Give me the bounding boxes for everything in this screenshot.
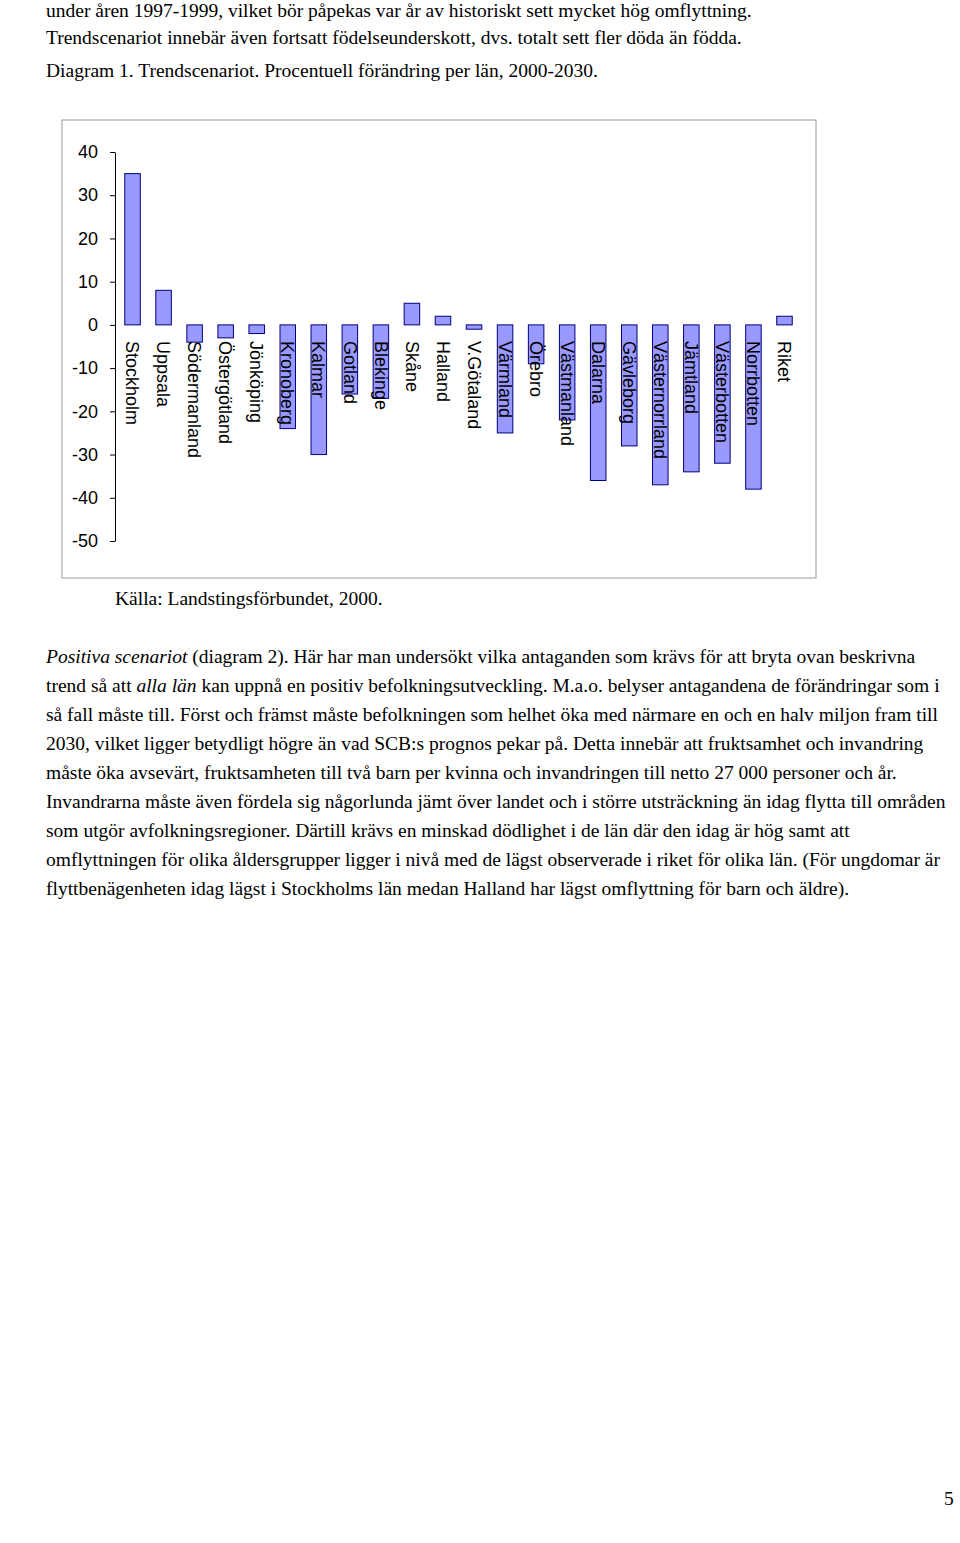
page-number: 5 (944, 1488, 954, 1510)
y-tick: 10 (78, 272, 115, 292)
y-tick: 0 (88, 315, 115, 335)
y-tick: 20 (78, 229, 115, 249)
x-tick: Jämtland (681, 325, 701, 414)
x-tick: Halland (433, 325, 453, 402)
y-tick-label: 30 (78, 185, 98, 205)
x-axis: Stockholm Uppsala Södermanland Östergötland… (122, 325, 794, 459)
y-tick-mark (110, 498, 115, 499)
y-tick-mark (110, 411, 115, 412)
bars (125, 174, 792, 490)
chart-title: Diagram 1. Trendscenariot. Procentuell f… (46, 60, 598, 82)
x-tick-label: Västerbotten (712, 341, 732, 443)
y-tick-label: 40 (78, 142, 98, 162)
bar (404, 303, 420, 325)
y-tick-label: 0 (88, 315, 98, 335)
y-tick-mark (110, 195, 115, 196)
bar (777, 316, 793, 325)
x-tick-label: Jämtland (681, 341, 701, 414)
y-tick-label: 20 (78, 229, 98, 249)
x-tick-label: Södermanland (184, 341, 204, 458)
x-tick: Uppsala (153, 325, 173, 408)
bar (156, 290, 172, 325)
y-tick-mark (110, 368, 115, 369)
x-tick-label: Gotland (340, 341, 360, 404)
y-tick: -20 (72, 402, 115, 422)
x-tick: Dalarna (588, 325, 608, 405)
x-tick-label: Örebro (526, 341, 546, 397)
bar (187, 325, 203, 342)
x-tick-label: Stockholm (122, 341, 142, 425)
y-tick-label: -40 (72, 488, 98, 508)
bar (435, 316, 451, 325)
y-tick-label: -10 (72, 358, 98, 378)
y-axis-line (115, 153, 116, 542)
x-tick: Gotland (340, 325, 360, 404)
x-tick: Skåne (402, 325, 422, 392)
x-tick: Riket (774, 325, 794, 382)
paragraph: Positiva scenariot (diagram 2). Här har … (46, 642, 952, 903)
x-tick-label: Västmanland (557, 341, 577, 446)
y-tick: -30 (72, 445, 115, 465)
x-tick: Värmland (495, 325, 515, 418)
y-tick-label: 10 (78, 272, 98, 292)
y-axis: -50 -40 -30 -20 -10 0 10 20 30 40 (72, 142, 116, 551)
y-tick: -40 (72, 488, 115, 508)
x-tick-label: Blekinge (371, 341, 391, 410)
y-tick: 40 (78, 142, 115, 162)
x-tick: Kronoberg (277, 325, 297, 425)
paragraph-run: alla län (136, 675, 196, 696)
x-tick-label: Kalmar (308, 341, 328, 398)
y-tick: 30 (78, 185, 115, 205)
x-tick: Norrbotten (743, 325, 763, 426)
y-tick-mark (110, 152, 115, 153)
x-tick-label: V.Götaland (464, 341, 484, 429)
y-tick: -50 (72, 531, 115, 551)
x-tick-label: Jönköping (246, 341, 266, 423)
y-tick-mark (110, 238, 115, 239)
x-tick-label: Norrbotten (743, 341, 763, 426)
x-tick: Västerbotten (712, 325, 732, 443)
x-tick: Gävleborg (619, 325, 639, 424)
x-tick: Östergötland (215, 325, 235, 444)
x-tick: Södermanland (184, 325, 204, 458)
y-tick-label: -30 (72, 445, 98, 465)
y-tick-mark (110, 541, 115, 542)
x-tick-label: Värmland (495, 341, 515, 418)
y-tick: -10 (72, 358, 115, 378)
bar (218, 325, 234, 338)
x-tick-label: Skåne (402, 341, 422, 392)
y-tick-mark (110, 455, 115, 456)
bar (249, 325, 265, 334)
x-tick: Blekinge (371, 325, 391, 410)
intro-line: Trendscenariot innebär även fortsatt föd… (46, 27, 742, 49)
y-tick-mark (110, 325, 115, 326)
paragraph-run: kan uppnå en positiv befolkningsutveckli… (46, 675, 945, 899)
bar (466, 325, 482, 329)
x-tick-label: Halland (433, 341, 453, 402)
bar (125, 174, 141, 325)
y-tick-mark (110, 282, 115, 283)
x-tick-label: Gävleborg (619, 341, 639, 424)
x-tick-label: Kronoberg (277, 341, 297, 425)
x-tick-label: Östergötland (215, 341, 235, 444)
chart-frame (62, 120, 816, 578)
y-tick-label: -20 (72, 402, 98, 422)
x-tick: Jönköping (246, 325, 266, 423)
chart: -50 -40 -30 -20 -10 0 10 20 30 40 Stockholm Uppsala… (0, 0, 960, 640)
x-tick-label: Dalarna (588, 341, 608, 405)
x-tick: Kalmar (308, 325, 328, 398)
x-tick-label: Uppsala (153, 341, 173, 408)
x-tick: V.Götaland (464, 325, 484, 429)
x-tick: Örebro (526, 325, 546, 397)
x-tick-label: Riket (774, 341, 794, 382)
x-tick-label: Västernorrland (650, 341, 670, 459)
x-tick: Västernorrland (650, 325, 670, 459)
paragraph-run: Positiva scenariot (46, 646, 187, 667)
y-tick-label: -50 (72, 531, 98, 551)
x-tick: Stockholm (122, 325, 142, 425)
x-tick: Västmanland (557, 325, 577, 446)
intro-line: under åren 1997-1999, vilket bör påpekas… (46, 0, 752, 22)
source: Källa: Landstingsförbundet, 2000. (115, 588, 383, 610)
